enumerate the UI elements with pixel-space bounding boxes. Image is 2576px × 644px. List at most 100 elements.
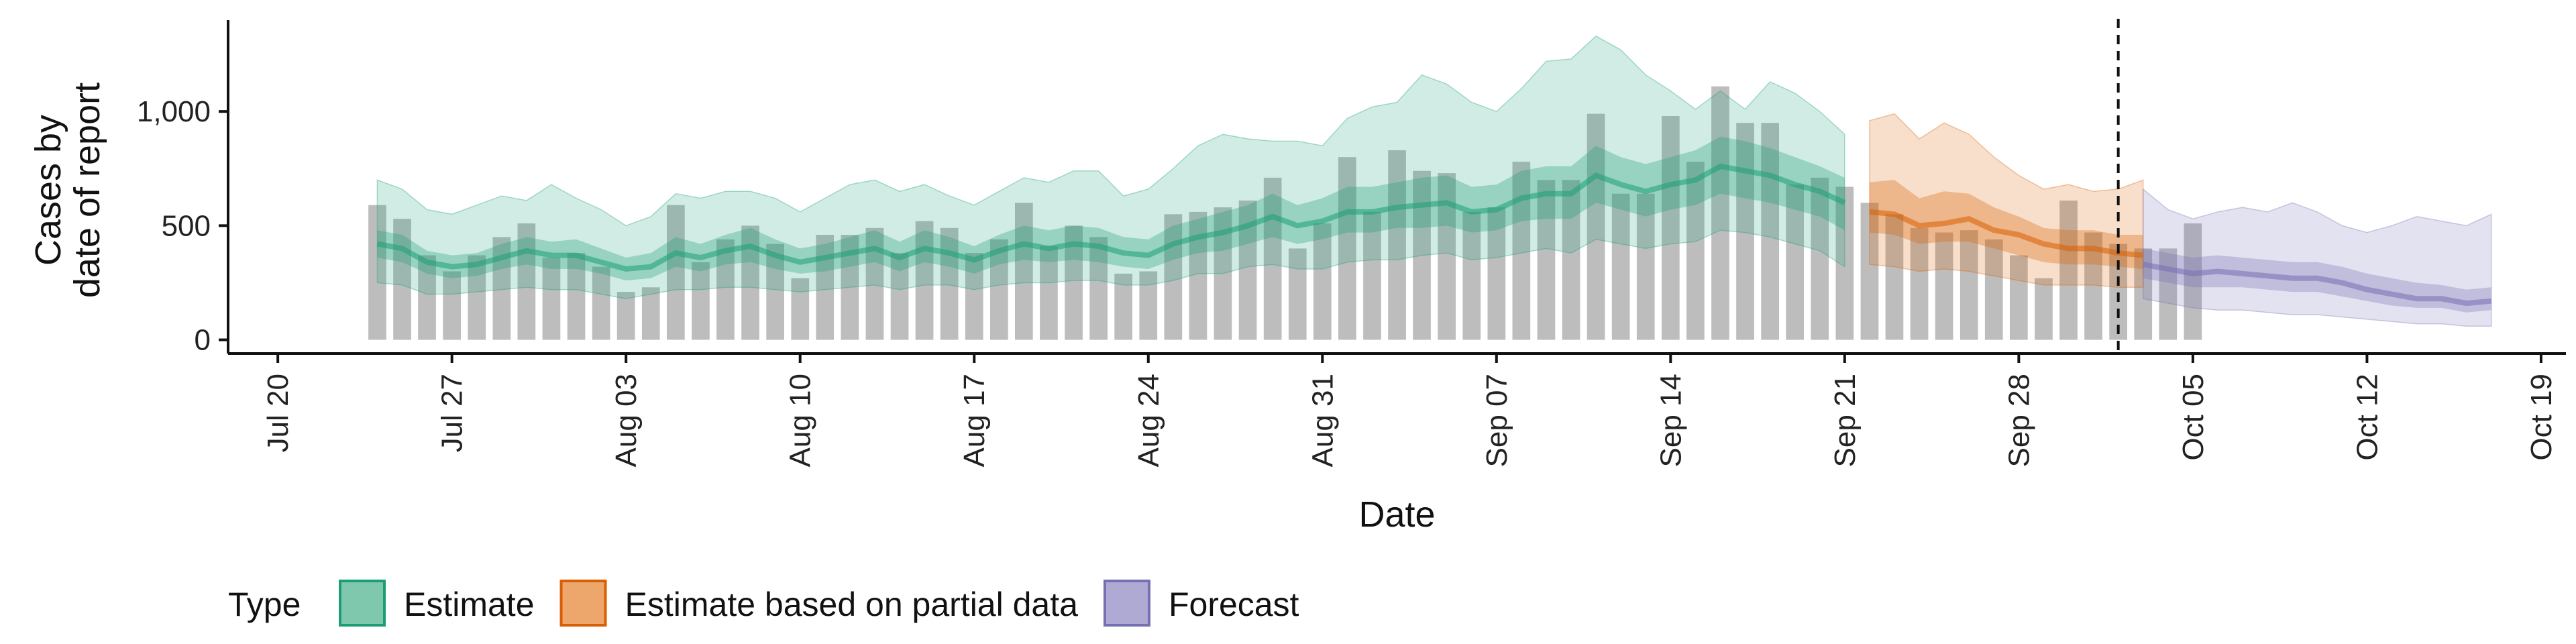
report-bar (716, 239, 735, 340)
report-bar (1835, 186, 1854, 340)
report-bar (1885, 214, 1904, 340)
x-tick-label: Sep 28 (2002, 374, 2035, 467)
y-tick-label: 500 (162, 209, 211, 242)
estimate-based-on-partial-data-median-line (1869, 209, 2144, 258)
bands-layer (376, 35, 2492, 327)
estimate-band-90 (376, 35, 1845, 300)
axes-layer: 0 500 1,000 Jul 20 Jul 27 Aug 03 Aug 10 Aug 17 A… (28, 20, 2566, 535)
report-bar (1786, 184, 1804, 340)
x-tick-label: Aug 17 (958, 374, 991, 467)
report-bar (468, 255, 486, 340)
report-bar (1736, 123, 1754, 340)
report-bar (965, 253, 983, 340)
forecast-median-line (2142, 262, 2492, 307)
report-bar (1686, 162, 1705, 340)
legend-swatch-estimate-based-on-partial-data (559, 580, 607, 627)
report-bar (1711, 86, 1729, 340)
x-tick-label: Jul 20 (262, 374, 294, 452)
report-bar (2035, 278, 2053, 340)
report-bar (1288, 248, 1307, 340)
report-bar (791, 278, 810, 340)
report-bar (517, 223, 536, 340)
x-tick-label: Sep 14 (1654, 374, 1687, 467)
report-bar (1338, 157, 1356, 340)
report-bar (667, 205, 685, 340)
report-bar (1587, 113, 1605, 340)
y-tick-label: 1,000 (137, 95, 211, 128)
report-bar (1636, 193, 1655, 340)
x-tick-label: Aug 31 (1306, 374, 1339, 467)
report-bar (1388, 150, 1406, 340)
report-bar (1139, 271, 1158, 340)
report-bar (692, 262, 710, 340)
report-bar (1164, 214, 1183, 340)
x-tick-label: Oct 19 (2525, 374, 2558, 461)
report-bar (1960, 230, 1978, 340)
legend-swatch-estimate (339, 580, 386, 627)
report-bar (1562, 180, 1580, 340)
report-bar (2059, 200, 2078, 340)
forecast-band-90 (2142, 188, 2492, 327)
report-bar (1984, 239, 2003, 340)
estimate-median-line (376, 163, 1846, 272)
report-bar (1811, 177, 1829, 340)
y-axis-title-line: date of report (67, 83, 107, 298)
report-bar (443, 271, 461, 340)
legend-label-estimate: Estimate (404, 586, 535, 623)
report-bar (542, 258, 561, 340)
estimate-based-on-partial-data-band-90 (1869, 113, 2144, 288)
report-bar (1413, 170, 1431, 340)
y-axis-title: Cases bydate of report (28, 83, 107, 298)
report-bar (592, 266, 610, 340)
report-bar (1512, 162, 1531, 340)
report-bar (1662, 116, 1680, 340)
report-bar (1313, 223, 1332, 340)
x-tick-label: Oct 12 (2351, 374, 2383, 461)
report-bar (2159, 248, 2178, 340)
estimate-band-50 (377, 136, 1845, 281)
report-bar (915, 221, 934, 340)
report-bar (616, 292, 635, 340)
report-bar (1761, 123, 1779, 340)
y-axis-title-line: Cases by (28, 115, 68, 266)
report-bar (816, 235, 835, 340)
report-bar (1935, 232, 1953, 340)
x-tick-label: Aug 24 (1132, 374, 1165, 467)
x-tick-label: Oct 05 (2177, 374, 2210, 461)
y-tick-label: 0 (195, 324, 211, 357)
legend-label-estimate-based-on-partial-data: Estimate based on partial data (625, 586, 1079, 623)
report-bar (1089, 237, 1108, 340)
report-bar (1860, 203, 1879, 340)
report-bar (641, 287, 660, 340)
x-tick-label: Aug 10 (784, 374, 817, 467)
report-bar (418, 255, 436, 340)
report-bar (990, 239, 1008, 340)
x-tick-label: Sep 21 (1829, 374, 1862, 467)
bars-layer (368, 86, 2202, 340)
report-bar (1015, 203, 1033, 340)
x-tick-label: Aug 03 (610, 374, 643, 467)
x-tick-label: Jul 27 (436, 374, 469, 452)
report-bar (2109, 244, 2127, 340)
legend-swatch-forecast (1103, 580, 1150, 627)
report-bar (567, 253, 586, 340)
report-bar (1189, 211, 1208, 340)
legend: Type Estimate Estimate based on partial da… (228, 580, 1299, 627)
report-bar (1910, 227, 1929, 340)
report-bar (1114, 273, 1132, 340)
report-bar (940, 227, 959, 340)
report-bar (2184, 223, 2202, 340)
report-bar (1611, 193, 1630, 340)
report-bar (1537, 180, 1556, 340)
x-tick-label: Sep 07 (1481, 374, 1513, 467)
report-bar (1487, 207, 1506, 340)
report-bar (368, 205, 386, 340)
report-bar (766, 244, 784, 340)
report-bar (890, 253, 909, 340)
x-axis-title: Date (1358, 494, 1435, 535)
report-bar (393, 219, 411, 340)
report-bar (1462, 211, 1481, 340)
report-bar (1040, 246, 1058, 340)
